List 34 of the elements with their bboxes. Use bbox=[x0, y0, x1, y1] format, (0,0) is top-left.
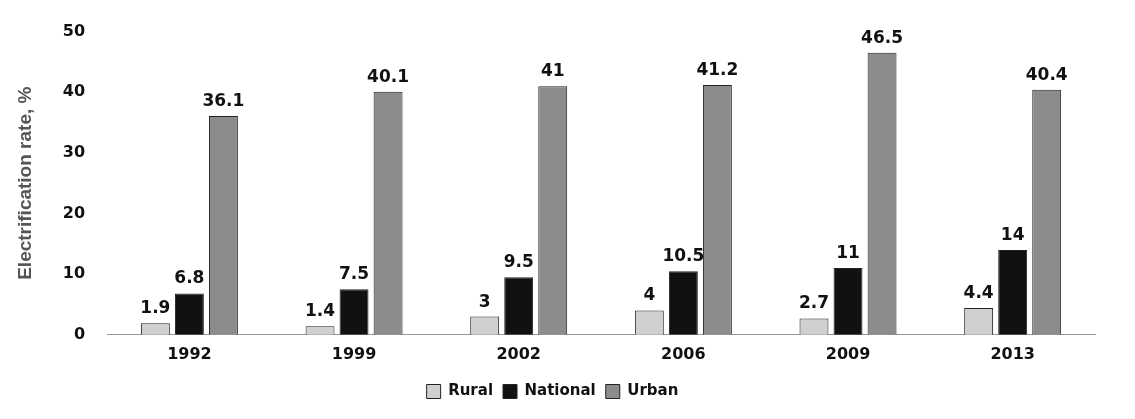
data-label: 40.4 bbox=[1025, 63, 1068, 84]
data-label: 2.7 bbox=[798, 292, 830, 313]
y-tick-label: 10 bbox=[62, 263, 86, 283]
x-tick-label: 2006 bbox=[661, 343, 706, 363]
x-tick-label: 2013 bbox=[990, 343, 1035, 363]
data-label: 9.5 bbox=[503, 251, 534, 272]
y-tick-label: 50 bbox=[62, 20, 86, 40]
y-tick-label: 20 bbox=[62, 202, 86, 222]
data-label: 40.1 bbox=[367, 65, 410, 86]
y-axis-title: Electrification rate, % bbox=[13, 86, 35, 280]
data-label: 3 bbox=[478, 290, 491, 311]
data-label: 7.5 bbox=[338, 263, 370, 284]
data-label: 1.9 bbox=[140, 297, 171, 318]
legend-label: Rural bbox=[448, 381, 494, 400]
legend-label: National bbox=[524, 381, 596, 400]
data-label: 46.5 bbox=[861, 26, 904, 47]
data-label: 41 bbox=[540, 60, 565, 81]
data-label: 6.8 bbox=[174, 267, 205, 288]
x-tick-label: 1999 bbox=[331, 343, 377, 363]
data-label: 4 bbox=[643, 284, 656, 305]
y-tick-label: 0 bbox=[73, 323, 86, 343]
legend-label: Urban bbox=[627, 381, 679, 400]
data-label: 41.2 bbox=[696, 58, 739, 79]
data-label: 14 bbox=[1000, 223, 1025, 244]
x-tick-label: 2002 bbox=[496, 343, 541, 363]
x-tick-label: 1992 bbox=[167, 343, 212, 363]
y-tick-label: 30 bbox=[62, 142, 86, 162]
data-label: 10.5 bbox=[662, 245, 705, 266]
data-label: 36.1 bbox=[202, 89, 245, 110]
x-tick-label: 2009 bbox=[825, 343, 871, 363]
data-label: 1.4 bbox=[304, 300, 336, 321]
y-tick-label: 40 bbox=[62, 81, 86, 101]
data-label: 4.4 bbox=[963, 282, 994, 303]
data-label: 11 bbox=[836, 242, 860, 263]
